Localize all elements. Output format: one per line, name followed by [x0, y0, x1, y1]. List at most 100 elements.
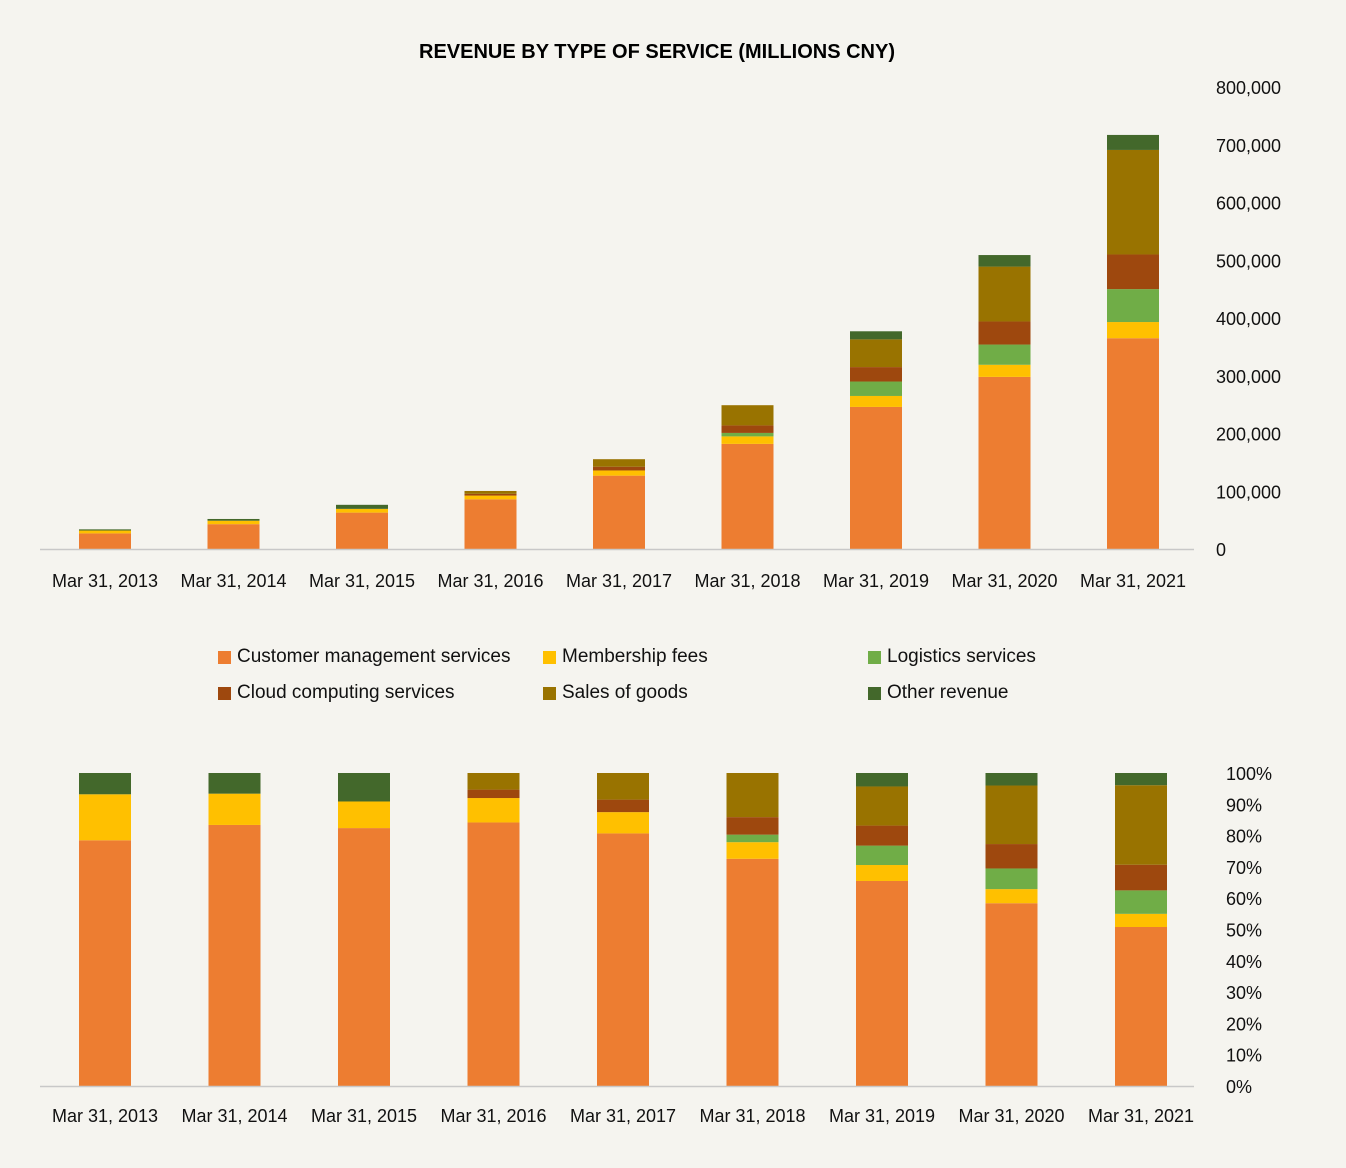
bar-segment-logistics-services [856, 845, 908, 866]
legend-label: Cloud computing services [237, 682, 455, 703]
bar-segment-other-revenue [856, 773, 908, 787]
x-tick-label: Mar 31, 2018 [694, 571, 800, 591]
bar-segment-membership-fees [338, 801, 390, 829]
x-tick-label: Mar 31, 2013 [52, 1106, 158, 1126]
x-tick-label: Mar 31, 2017 [566, 571, 672, 591]
bar-segment-membership-fees [597, 812, 649, 834]
legend-label: Other revenue [887, 682, 1009, 703]
bar-segment-logistics-services [1107, 289, 1159, 323]
y-tick-label: 50% [1226, 921, 1262, 941]
chart-title: REVENUE BY TYPE OF SERVICE (MILLIONS CNY… [419, 41, 895, 63]
y-tick-label: 60% [1226, 889, 1262, 909]
bar-segment-sales-of-goods [1115, 785, 1167, 865]
legend-swatch [543, 650, 556, 664]
legend-swatch [218, 650, 231, 664]
legend-item-logistics: Logistics services [868, 646, 1118, 668]
y-tick-label: 80% [1226, 827, 1262, 847]
y-tick-label: 10% [1226, 1046, 1262, 1066]
bar-segment-customer-management-services [597, 833, 649, 1086]
bar-segment-other-revenue [336, 504, 388, 509]
bar-segment-logistics-services [726, 834, 779, 843]
legend-label: Sales of goods [562, 682, 688, 703]
bar-segment-logistics-services [721, 432, 774, 437]
bar-segment-other-revenue [208, 773, 261, 794]
bar-segment-sales-of-goods [593, 459, 645, 467]
legend-item-other-revenue: Other revenue [868, 682, 1118, 704]
y-tick-label: 90% [1226, 795, 1262, 815]
y-tick-label: 70% [1226, 858, 1262, 878]
bar-segment-cloud-computing-services [597, 799, 649, 813]
y-tick-label: 30% [1226, 983, 1262, 1003]
legend-label: Customer management services [237, 646, 511, 667]
bar-segment-customer-management-services [79, 840, 131, 1086]
x-tick-label: Mar 31, 2020 [958, 1106, 1064, 1126]
bar-segment-cloud-computing-services [850, 367, 902, 382]
y-tick-label: 0 [1216, 540, 1226, 560]
bar-segment-other-revenue [985, 773, 1038, 786]
bar-segment-customer-management-services [467, 822, 520, 1086]
bar-segment-membership-fees [985, 889, 1038, 904]
x-tick-label: Mar 31, 2019 [829, 1106, 935, 1126]
legend-item-customer-management: Customer management services [218, 646, 543, 668]
bar-segment-cloud-computing-services [467, 789, 520, 799]
x-tick-label: Mar 31, 2013 [52, 571, 158, 591]
bar-segment-customer-management-services [1115, 926, 1167, 1086]
bar-segment-logistics-services [1115, 890, 1167, 914]
legend-item-sales-of-goods: Sales of goods [543, 682, 868, 704]
bar-segment-other-revenue [207, 518, 260, 521]
bar-segment-cloud-computing-services [1107, 254, 1159, 290]
bar-segment-customer-management-services [721, 443, 774, 549]
bar-segment-sales-of-goods [721, 405, 774, 426]
y-tick-label: 100,000 [1216, 482, 1281, 502]
bar-segment-logistics-services [985, 868, 1038, 890]
bar-segment-sales-of-goods [856, 786, 908, 826]
bar-segment-sales-of-goods [1107, 149, 1159, 255]
legend-swatch [543, 686, 556, 700]
bar-segment-other-revenue [1107, 134, 1159, 150]
bar-segment-other-revenue [850, 331, 902, 340]
bar-segment-other-revenue [79, 529, 131, 531]
bar-segment-cloud-computing-services [1115, 864, 1167, 891]
bar-segment-customer-management-services [978, 376, 1031, 549]
bar-segment-sales-of-goods [597, 773, 649, 800]
y-tick-label: 700,000 [1216, 136, 1281, 156]
bar-segment-cloud-computing-services [985, 844, 1038, 869]
bar-segment-sales-of-goods [464, 490, 517, 494]
bar-segment-membership-fees [721, 436, 774, 444]
legend-swatch [218, 686, 231, 700]
legend-label: Logistics services [887, 646, 1036, 667]
bar-segment-cloud-computing-services [593, 466, 645, 471]
bar-segment-customer-management-services [336, 512, 388, 549]
bar-segment-sales-of-goods [726, 773, 779, 818]
legend-item-cloud-computing: Cloud computing services [218, 682, 543, 704]
bar-segment-customer-management-services [79, 533, 131, 549]
y-tick-label: 40% [1226, 952, 1262, 972]
bar-segment-membership-fees [1107, 322, 1159, 339]
bar-segment-sales-of-goods [467, 773, 520, 790]
bar-segment-customer-management-services [338, 828, 390, 1086]
x-tick-label: Mar 31, 2015 [311, 1106, 417, 1126]
bar-segment-other-revenue [978, 255, 1031, 267]
x-tick-label: Mar 31, 2016 [440, 1106, 546, 1126]
bar-segment-membership-fees [207, 520, 260, 525]
bar-segment-membership-fees [79, 794, 131, 841]
legend-item-membership-fees: Membership fees [543, 646, 868, 668]
bar-segment-cloud-computing-services [464, 493, 517, 496]
y-tick-label: 0% [1226, 1077, 1252, 1097]
bar-segment-customer-management-services [985, 903, 1038, 1086]
x-tick-label: Mar 31, 2014 [181, 1106, 287, 1126]
bar-segment-customer-management-services [593, 475, 645, 549]
y-tick-label: 500,000 [1216, 251, 1281, 271]
bar-segment-membership-fees [467, 798, 520, 823]
x-tick-label: Mar 31, 2014 [180, 571, 286, 591]
bar-segment-membership-fees [208, 793, 261, 825]
bar-segment-membership-fees [593, 470, 645, 476]
bar-segment-customer-management-services [1107, 338, 1159, 549]
bar-segment-membership-fees [856, 865, 908, 881]
bar-segment-membership-fees [726, 842, 779, 859]
legend-swatch [868, 686, 881, 700]
x-tick-label: Mar 31, 2018 [699, 1106, 805, 1126]
bar-segment-customer-management-services [207, 524, 260, 549]
